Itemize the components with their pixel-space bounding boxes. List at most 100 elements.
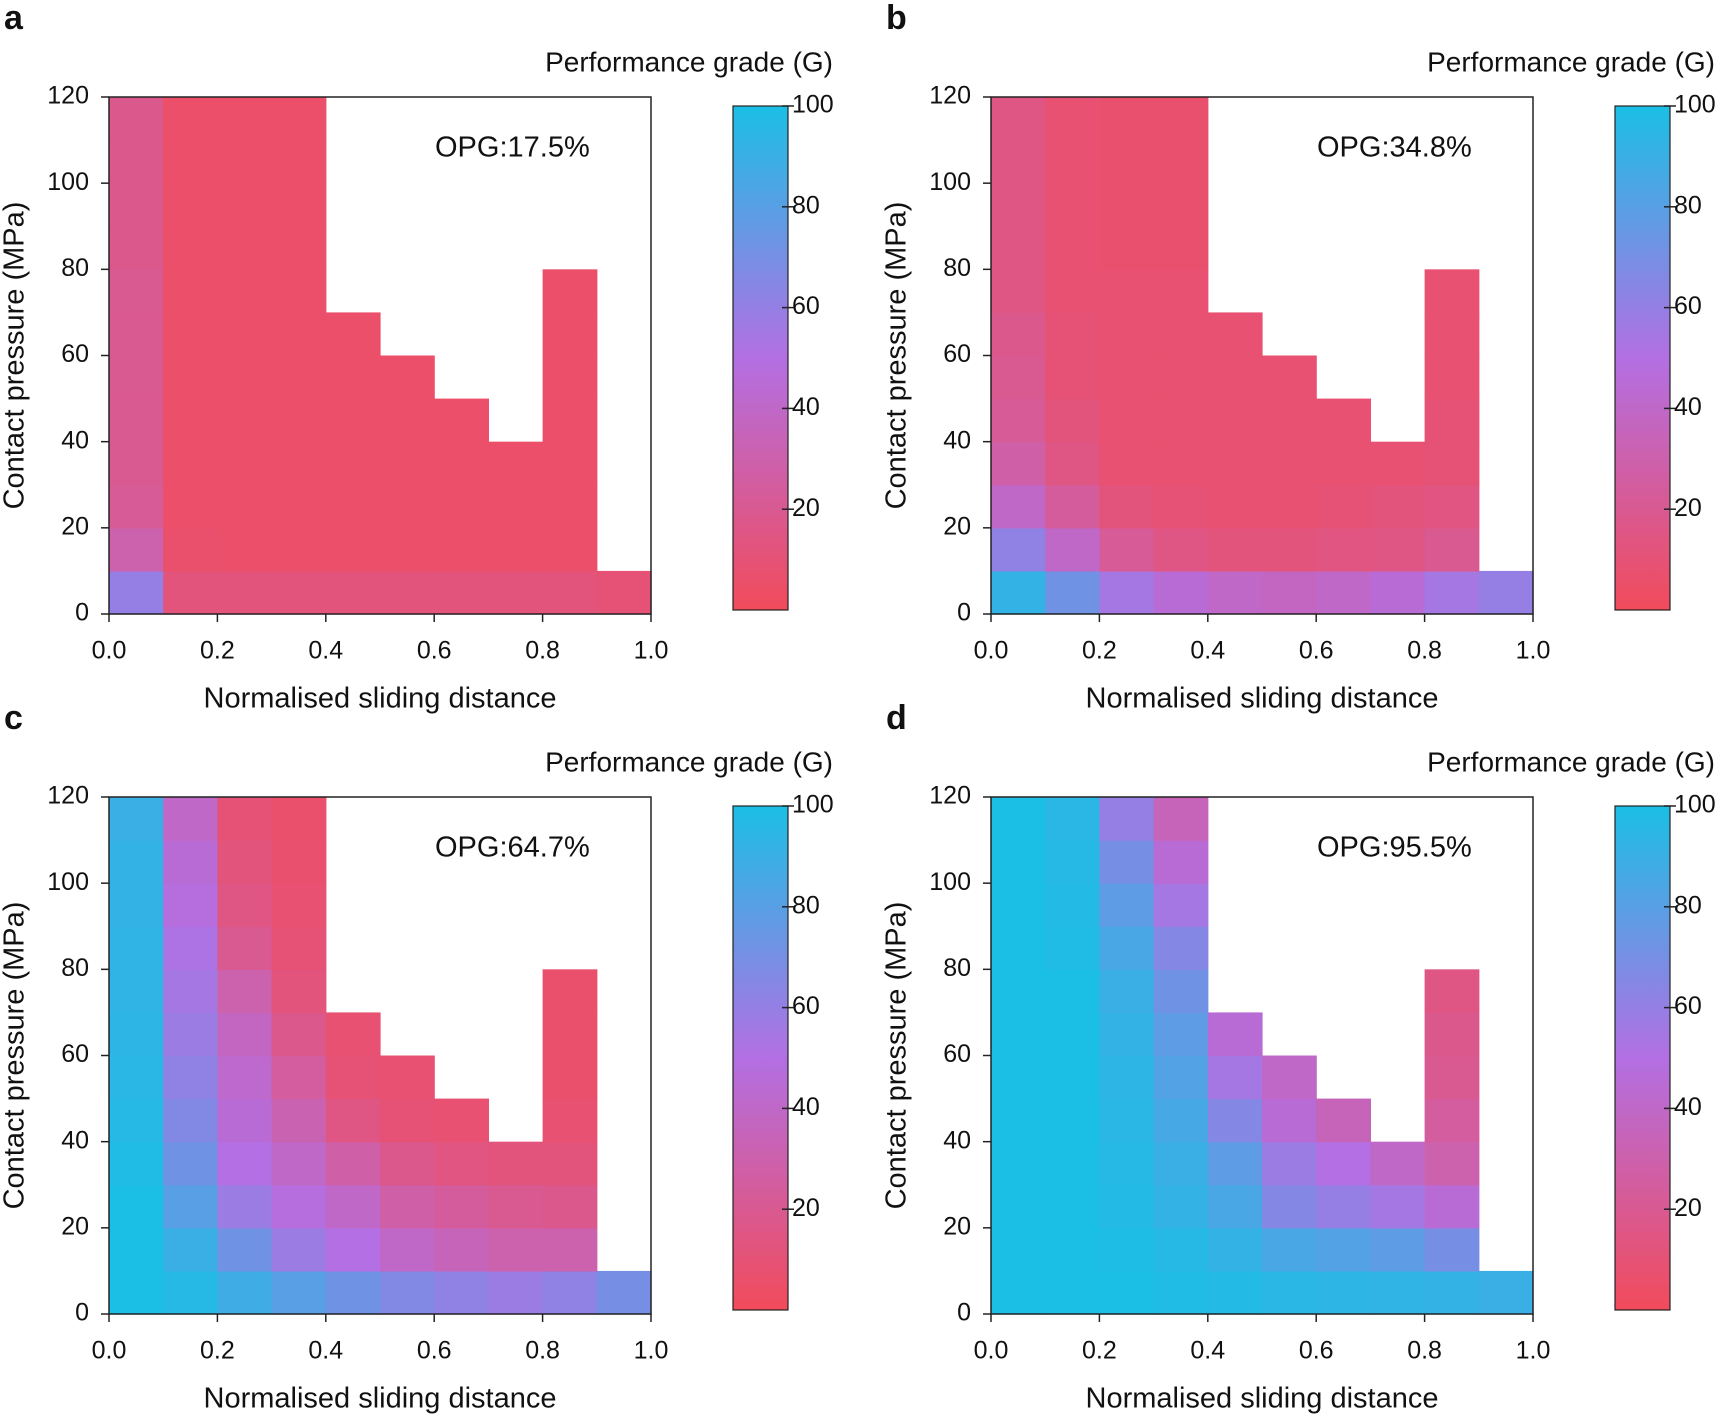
heatmap-cell bbox=[217, 840, 273, 884]
heatmap-cell bbox=[1153, 797, 1209, 841]
heatmap-cell bbox=[1099, 97, 1155, 141]
heatmap-cell bbox=[380, 484, 435, 529]
heatmap-cell bbox=[325, 1270, 381, 1315]
heatmap-cell bbox=[325, 1184, 381, 1229]
colorbar-tick-label: 100 bbox=[792, 791, 834, 819]
colorbar-title: Performance grade (G) bbox=[545, 46, 833, 77]
heatmap-cell bbox=[1045, 1227, 1100, 1272]
heatmap-cell bbox=[163, 1270, 218, 1315]
heatmap-cell bbox=[380, 1227, 435, 1272]
heatmap-cell bbox=[1099, 1098, 1155, 1143]
heatmap-cell bbox=[991, 883, 1046, 927]
heatmap-cell bbox=[1424, 1012, 1480, 1057]
heatmap-cell bbox=[434, 1184, 489, 1229]
heatmap-cell bbox=[1262, 1098, 1317, 1143]
heatmap-cell bbox=[542, 312, 598, 357]
y-tick-label: 100 bbox=[47, 168, 89, 196]
heatmap-cell bbox=[488, 527, 544, 572]
heatmap-cell bbox=[1153, 269, 1209, 314]
heatmap-cell bbox=[434, 527, 489, 572]
panel: d Performance grade (G) OPG:95.5% 0.0 0.2 0.4… bbox=[881, 699, 1716, 1415]
colorbar bbox=[732, 105, 789, 611]
heatmap-cell bbox=[217, 312, 273, 357]
heatmap-cell bbox=[542, 1184, 598, 1229]
heatmap-cell bbox=[1262, 1184, 1317, 1229]
colorbar-tick-label: 80 bbox=[1674, 191, 1702, 219]
heatmap-cell bbox=[380, 1270, 435, 1315]
colorbar-tick-label: 100 bbox=[792, 91, 834, 119]
heatmap-cell bbox=[380, 355, 435, 400]
heatmap-cell bbox=[1045, 1098, 1100, 1143]
heatmap-cell bbox=[434, 1098, 489, 1143]
heatmap-cell bbox=[542, 441, 598, 486]
heatmap-cell bbox=[1316, 1270, 1371, 1315]
heatmap-cell bbox=[271, 183, 327, 227]
heatmap-cell bbox=[109, 1055, 164, 1100]
heatmap-cell bbox=[991, 140, 1046, 184]
heatmap-cell bbox=[488, 1141, 544, 1186]
heatmap-cell bbox=[109, 926, 164, 970]
heatmap-cell bbox=[1153, 527, 1209, 572]
heatmap-cell bbox=[991, 183, 1046, 227]
heatmap-cell bbox=[1153, 1227, 1209, 1272]
heatmap-cell bbox=[1316, 1184, 1371, 1229]
heatmap-cell bbox=[109, 797, 164, 841]
heatmap-cell bbox=[325, 1098, 381, 1143]
colorbar-tick-label: 80 bbox=[792, 191, 820, 219]
heatmap-cell bbox=[1424, 527, 1480, 572]
heatmap-cell bbox=[1424, 1184, 1480, 1229]
heatmap-cell bbox=[217, 570, 273, 615]
heatmap-cell bbox=[217, 1055, 273, 1100]
heatmap-cell bbox=[1045, 926, 1100, 970]
heatmap-cell bbox=[434, 484, 489, 529]
x-axis-label: Normalised sliding distance bbox=[1086, 683, 1439, 715]
heatmap-cell bbox=[1424, 1141, 1480, 1186]
y-tick-label: 20 bbox=[61, 512, 89, 540]
heatmap-cell bbox=[1424, 969, 1480, 1014]
heatmap-cell bbox=[271, 1012, 327, 1057]
heatmap-cell bbox=[1370, 441, 1426, 486]
y-tick-label: 80 bbox=[943, 254, 971, 282]
colorbar-tick-label: 40 bbox=[792, 393, 820, 421]
heatmap-cell bbox=[380, 1098, 435, 1143]
heatmap-cell bbox=[1045, 355, 1100, 400]
heatmap-cell bbox=[271, 1227, 327, 1272]
panel: b Performance grade (G) OPG:34.8% 0.0 0.2 0.4… bbox=[881, 0, 1716, 715]
heatmap-cell bbox=[271, 1184, 327, 1229]
heatmap-cell bbox=[217, 1141, 273, 1186]
heatmap-cell bbox=[109, 355, 164, 400]
x-tick-label: 0.4 bbox=[1190, 637, 1225, 665]
heatmap-cell bbox=[542, 1012, 598, 1057]
heatmap-cell bbox=[163, 1184, 218, 1229]
heatmap-cell bbox=[542, 1055, 598, 1100]
heatmap-cell bbox=[1099, 269, 1155, 314]
heatmap-cell bbox=[163, 226, 218, 270]
x-tick-label: 0.6 bbox=[1299, 637, 1334, 665]
heatmap-cell bbox=[217, 1270, 273, 1315]
y-axis-label: Contact pressure (MPa) bbox=[0, 902, 31, 1210]
colorbar-tick-label: 20 bbox=[1674, 494, 1702, 522]
heatmap-cell bbox=[991, 355, 1046, 400]
heatmap-cell bbox=[1207, 1055, 1263, 1100]
heatmap-cell bbox=[163, 1055, 218, 1100]
heatmap-cell bbox=[1153, 840, 1209, 884]
heatmap-cell bbox=[271, 840, 327, 884]
x-tick-label: 0.0 bbox=[974, 637, 1009, 665]
y-axis-label: Contact pressure (MPa) bbox=[881, 202, 913, 510]
heatmap-cell bbox=[1262, 484, 1317, 529]
heatmap-cell bbox=[1153, 441, 1209, 486]
colorbar-title: Performance grade (G) bbox=[1427, 46, 1715, 77]
heatmap-cell bbox=[109, 226, 164, 270]
heatmap-cell bbox=[991, 484, 1046, 529]
heatmap-cell bbox=[488, 1184, 544, 1229]
x-tick-label: 0.8 bbox=[1407, 637, 1442, 665]
heatmap-cell bbox=[109, 1012, 164, 1057]
heatmap-cell bbox=[109, 1227, 164, 1272]
heatmap-cell bbox=[325, 527, 381, 572]
heatmap-cell bbox=[1099, 1055, 1155, 1100]
heatmap-cell bbox=[325, 484, 381, 529]
heatmap-cell bbox=[1316, 1227, 1371, 1272]
heatmap-cell bbox=[1153, 312, 1209, 357]
heatmap-cell bbox=[488, 1270, 544, 1315]
